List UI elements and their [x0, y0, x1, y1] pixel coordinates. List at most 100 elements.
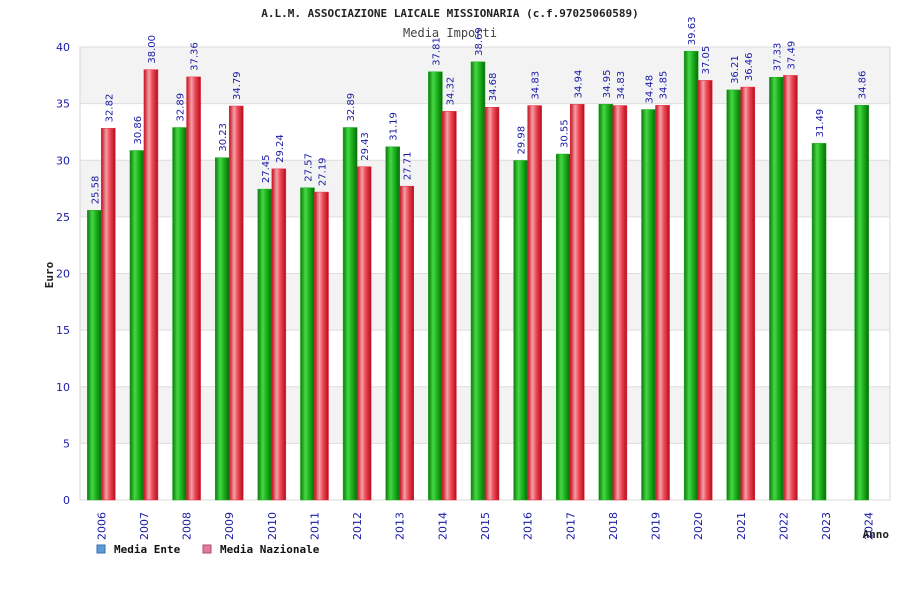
bar-media-ente-2017 — [556, 153, 571, 501]
data-label: 29.24 — [275, 134, 286, 163]
data-label: 34.95 — [602, 70, 613, 99]
bar-media-ente-2022 — [769, 76, 784, 501]
legend: Media Ente Media Nazionale — [96, 543, 320, 556]
x-tick-label: 2008 — [181, 512, 194, 540]
bar-media-ente-2008 — [172, 127, 187, 501]
y-axis-label: Euro — [43, 261, 56, 288]
x-tick-label: 2018 — [607, 512, 620, 540]
x-tick-label: 2009 — [223, 512, 236, 540]
x-tick-label: 2014 — [436, 512, 449, 540]
bar-media-nazionale-2007 — [143, 69, 159, 501]
bar-media-ente-2009 — [214, 157, 230, 501]
data-label: 30.86 — [133, 116, 144, 145]
data-label: 34.79 — [232, 71, 243, 100]
bar-media-nazionale-2012 — [356, 166, 372, 501]
chart-subtitle: Media Importi — [403, 26, 497, 40]
x-tick-label: 2016 — [522, 512, 535, 540]
bar-media-ente-2019 — [641, 109, 656, 501]
bar-media-nazionale-2006 — [101, 128, 116, 501]
data-label: 29.98 — [517, 126, 528, 155]
y-tick-label: 15 — [56, 324, 70, 337]
bar-media-ente-2012 — [342, 127, 358, 501]
data-label: 38.00 — [147, 35, 158, 64]
x-tick-label: 2017 — [564, 512, 577, 540]
x-tick-label: 2022 — [777, 512, 790, 540]
bar-media-nazionale-2018 — [612, 105, 628, 501]
bar-media-ente-2018 — [598, 103, 614, 501]
y-tick-label: 35 — [56, 98, 70, 111]
bar-media-ente-2007 — [129, 150, 145, 501]
x-axis-label: Anno — [863, 528, 890, 541]
y-tick-label: 40 — [56, 41, 70, 54]
bar-media-ente-2006 — [87, 210, 102, 501]
data-label: 34.86 — [858, 71, 869, 100]
x-tick-label: 2007 — [138, 512, 151, 540]
bar-media-ente-2023 — [811, 143, 827, 501]
bar-media-nazionale-2011 — [314, 191, 329, 501]
x-tick-label: 2013 — [394, 512, 407, 540]
data-label: 32.82 — [104, 94, 115, 123]
data-label: 36.21 — [730, 55, 741, 84]
data-label: 27.57 — [303, 153, 314, 182]
x-tick-label: 2019 — [650, 512, 663, 540]
data-label: 27.19 — [317, 157, 328, 186]
bar-media-ente-2013 — [385, 146, 400, 501]
y-tick-label: 0 — [63, 494, 70, 507]
data-label: 27.45 — [261, 154, 272, 183]
bar-media-ente-2016 — [513, 160, 528, 501]
bar-media-ente-2021 — [726, 89, 742, 501]
x-tick-label: 2023 — [820, 512, 833, 540]
x-tick-label: 2006 — [95, 512, 108, 540]
bar-media-nazionale-2016 — [527, 105, 542, 501]
x-tick-label: 2024 — [863, 512, 876, 540]
x-tick-label: 2012 — [351, 512, 364, 540]
data-label: 37.36 — [190, 42, 201, 71]
legend-label-media-nazionale: Media Nazionale — [220, 543, 320, 556]
x-tick-label: 2010 — [266, 512, 279, 540]
data-label: 31.19 — [389, 112, 400, 141]
data-label: 37.49 — [786, 41, 797, 70]
data-label: 34.85 — [659, 71, 670, 100]
data-label: 34.83 — [531, 71, 542, 100]
x-tick-label: 2011 — [308, 512, 321, 540]
bar-media-ente-2015 — [470, 61, 486, 501]
data-labels: 25.58 32.82 30.86 38.00 32.89 37.36 30.23 34.79… — [90, 17, 868, 205]
y-tick-label: 30 — [56, 154, 70, 167]
x-tick-label: 2021 — [735, 512, 748, 540]
chart-title: A.L.M. ASSOCIAZIONE LAICALE MISSIONARIA … — [261, 7, 639, 20]
y-tick-label: 5 — [63, 437, 70, 450]
data-label: 38.69 — [474, 27, 485, 56]
bar-media-ente-2024 — [854, 104, 869, 501]
y-tick-label: 20 — [56, 268, 70, 281]
data-label: 36.46 — [744, 52, 755, 81]
bar-media-ente-2020 — [683, 50, 699, 501]
data-label: 32.89 — [176, 93, 187, 122]
bar-media-nazionale-2013 — [399, 185, 414, 501]
bar-media-nazionale-2009 — [228, 105, 244, 501]
bar-media-nazionale-2019 — [655, 105, 670, 501]
data-label: 30.55 — [559, 119, 570, 148]
legend-label-media-ente: Media Ente — [114, 543, 181, 556]
bar-media-nazionale-2015 — [484, 106, 500, 501]
data-label: 37.81 — [431, 37, 442, 66]
bar-media-ente-2010 — [257, 188, 273, 501]
data-label: 34.32 — [445, 77, 456, 106]
bars — [87, 50, 869, 501]
data-label: 29.43 — [360, 132, 371, 161]
bar-media-nazionale-2010 — [271, 168, 287, 501]
data-label: 31.49 — [815, 109, 826, 138]
data-label: 37.05 — [701, 46, 712, 75]
bar-media-nazionale-2020 — [697, 80, 713, 501]
x-axis-ticks: 2006 2007 2008 2009 2010 2011 2012 2013 2014 2015… — [95, 512, 875, 540]
data-label: 30.23 — [218, 123, 229, 152]
data-label: 39.63 — [687, 17, 698, 46]
data-label: 27.71 — [403, 152, 414, 181]
data-label: 34.94 — [573, 70, 584, 99]
bar-media-nazionale-2014 — [442, 111, 457, 501]
x-tick-label: 2020 — [692, 512, 705, 540]
x-tick-label: 2015 — [479, 512, 492, 540]
data-label: 34.48 — [645, 75, 656, 104]
bar-media-nazionale-2008 — [186, 76, 201, 501]
data-label: 34.68 — [488, 73, 499, 102]
